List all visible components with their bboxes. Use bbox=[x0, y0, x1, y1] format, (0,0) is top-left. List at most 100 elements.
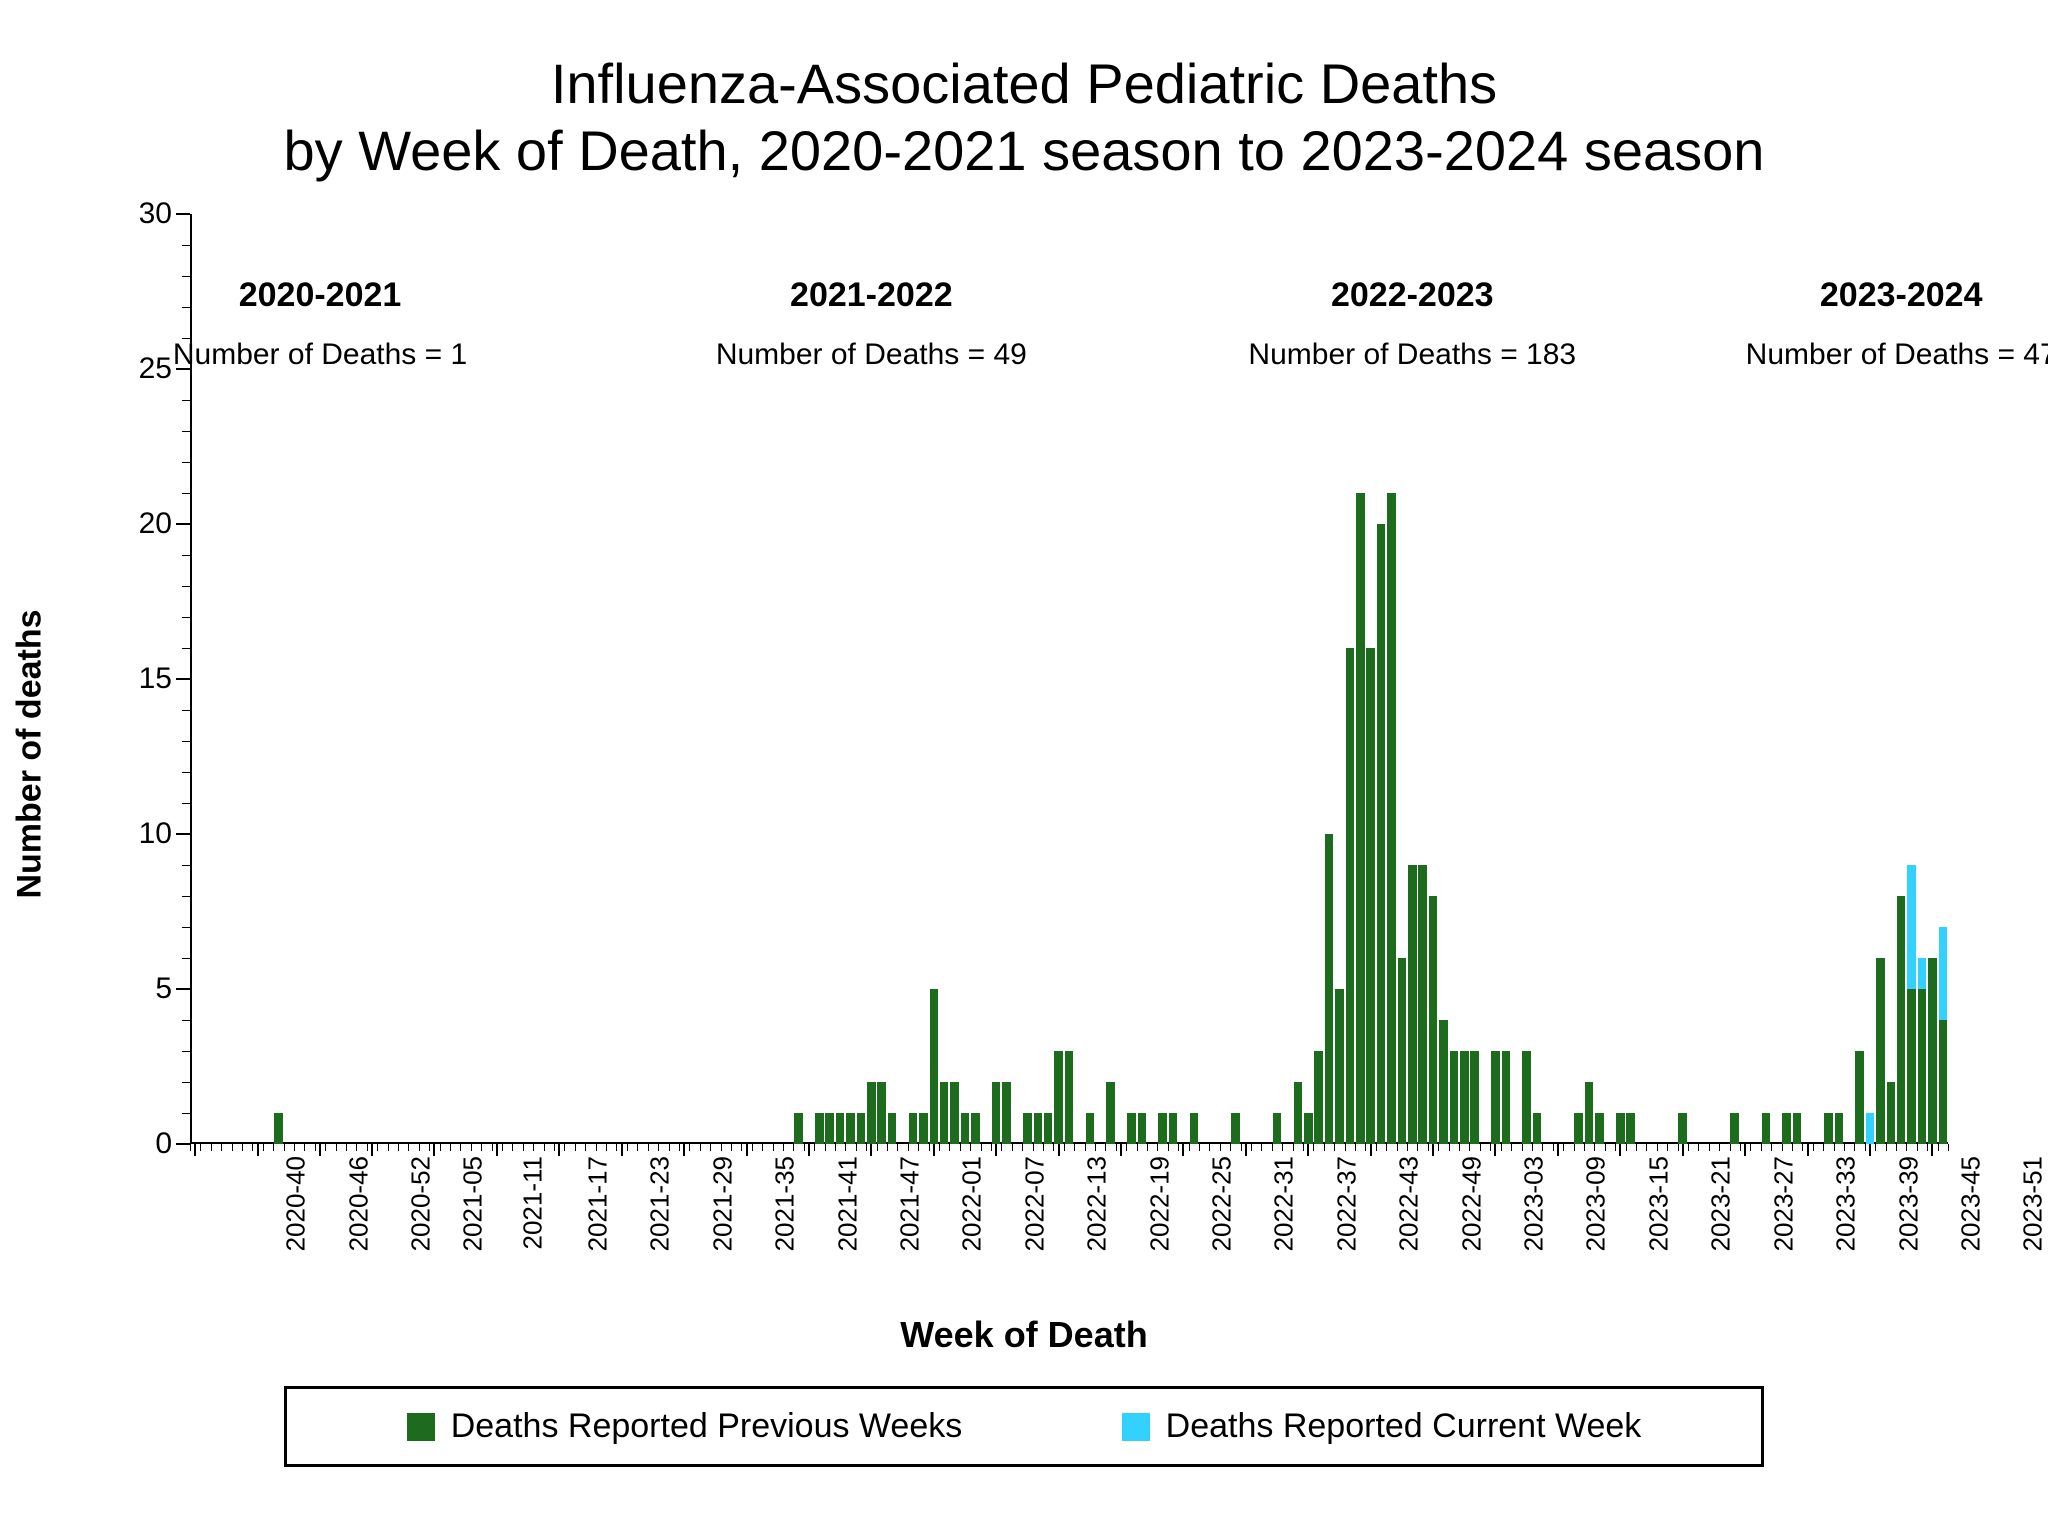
title-line-2: by Week of Death, 2020-2021 season to 20… bbox=[284, 119, 1765, 182]
bar-segment-previous bbox=[794, 1113, 803, 1144]
x-tick-minor bbox=[1012, 1144, 1013, 1151]
bar-segment-previous bbox=[909, 1113, 918, 1144]
bar-segment-previous bbox=[1626, 1113, 1635, 1144]
bar-segment-previous bbox=[1086, 1113, 1095, 1144]
x-tick-minor bbox=[512, 1144, 513, 1151]
bar bbox=[1127, 214, 1136, 1144]
x-tick-minor bbox=[554, 1144, 555, 1151]
x-tick-minor bbox=[429, 1144, 430, 1151]
x-tick-major bbox=[683, 1144, 685, 1156]
y-tick-label: 0 bbox=[155, 1127, 172, 1161]
x-tick-major bbox=[1619, 1144, 1621, 1156]
x-tick-minor bbox=[1667, 1144, 1668, 1151]
x-tick-minor bbox=[211, 1144, 212, 1151]
x-tick-minor bbox=[1334, 1144, 1335, 1151]
bar-segment-previous bbox=[1429, 896, 1438, 1144]
x-tick-minor bbox=[1750, 1144, 1751, 1151]
bar-segment-previous bbox=[961, 1113, 970, 1144]
x-tick-minor bbox=[731, 1144, 732, 1151]
bar-segment-previous bbox=[1023, 1113, 1032, 1144]
bar-segment-previous bbox=[1533, 1113, 1542, 1144]
x-tick-minor bbox=[1802, 1144, 1803, 1151]
x-tick-major bbox=[433, 1144, 435, 1156]
y-tick-minor bbox=[182, 617, 190, 618]
x-tick-minor bbox=[1605, 1144, 1606, 1151]
bar-segment-previous bbox=[1876, 958, 1885, 1144]
x-tick-minor bbox=[1293, 1144, 1294, 1151]
x-tick-minor bbox=[1480, 1144, 1481, 1151]
x-tick-major bbox=[1432, 1144, 1434, 1156]
x-tick-major bbox=[621, 1144, 623, 1156]
x-tick-label: 2022-19 bbox=[1144, 1156, 1175, 1251]
y-tick-minor bbox=[182, 400, 190, 401]
x-tick-minor bbox=[1709, 1144, 1710, 1151]
y-tick-minor bbox=[182, 772, 190, 773]
bar bbox=[1138, 214, 1147, 1144]
x-tick-label: 2023-39 bbox=[1893, 1156, 1924, 1251]
x-tick-label: 2020-40 bbox=[281, 1156, 312, 1251]
x-tick-minor bbox=[1730, 1144, 1731, 1151]
x-tick-minor bbox=[544, 1144, 545, 1151]
x-tick-minor bbox=[1282, 1144, 1283, 1151]
x-tick-minor bbox=[1355, 1144, 1356, 1151]
x-tick-minor bbox=[1345, 1144, 1346, 1151]
bar bbox=[1054, 214, 1063, 1144]
x-tick-minor bbox=[1636, 1144, 1637, 1151]
bar-segment-previous bbox=[992, 1082, 1001, 1144]
x-tick-minor bbox=[627, 1144, 628, 1151]
x-tick-minor bbox=[1771, 1144, 1772, 1151]
x-tick-minor bbox=[200, 1144, 201, 1151]
x-tick-minor bbox=[1001, 1144, 1002, 1151]
x-tick-label: 2022-43 bbox=[1394, 1156, 1425, 1251]
bar bbox=[1730, 214, 1739, 1144]
x-tick-minor bbox=[190, 1144, 191, 1151]
x-tick-minor bbox=[1417, 1144, 1418, 1151]
x-tick-minor bbox=[1865, 1144, 1866, 1151]
bar-segment-previous bbox=[1190, 1113, 1199, 1144]
x-tick-minor bbox=[835, 1144, 836, 1151]
bar-segment-previous bbox=[867, 1082, 876, 1144]
x-tick-minor bbox=[1584, 1144, 1585, 1151]
legend-item-current: Deaths Reported Current Week bbox=[1122, 1407, 1642, 1446]
x-tick-minor bbox=[408, 1144, 409, 1151]
x-tick-minor bbox=[460, 1144, 461, 1151]
bar-segment-previous bbox=[1231, 1113, 1240, 1144]
x-tick-major bbox=[194, 1144, 196, 1156]
y-tick-minor bbox=[182, 431, 190, 432]
x-tick-minor bbox=[1137, 1144, 1138, 1151]
y-tick-major bbox=[176, 678, 190, 680]
season-count: Number of Deaths = 183 bbox=[1248, 338, 1576, 372]
x-tick-minor bbox=[1303, 1144, 1304, 1151]
x-tick-minor bbox=[1324, 1144, 1325, 1151]
y-tick-minor bbox=[182, 1051, 190, 1052]
x-tick-minor bbox=[648, 1144, 649, 1151]
y-tick-minor bbox=[182, 245, 190, 246]
x-tick-minor bbox=[1199, 1144, 1200, 1151]
y-tick-major bbox=[176, 1143, 190, 1145]
x-tick-major bbox=[257, 1144, 259, 1156]
x-tick-minor bbox=[252, 1144, 253, 1151]
x-tick-minor bbox=[637, 1144, 638, 1151]
chart-area: Number of deaths 051015202530 2020-40202… bbox=[40, 204, 2008, 1304]
bar-segment-previous bbox=[815, 1113, 824, 1144]
bar-segment-previous bbox=[1398, 958, 1407, 1144]
x-tick-minor bbox=[325, 1144, 326, 1151]
x-tick-minor bbox=[1626, 1144, 1627, 1151]
bar bbox=[1034, 214, 1043, 1144]
x-tick-minor bbox=[1189, 1144, 1190, 1151]
bar-segment-previous bbox=[1314, 1051, 1323, 1144]
season-count: Number of Deaths = 47 bbox=[1746, 338, 2048, 372]
x-tick-minor bbox=[1095, 1144, 1096, 1151]
x-tick-minor bbox=[502, 1144, 503, 1151]
y-tick-minor bbox=[182, 803, 190, 804]
bar-segment-previous bbox=[1034, 1113, 1043, 1144]
bar-segment-previous bbox=[1824, 1113, 1833, 1144]
x-tick-minor bbox=[949, 1144, 950, 1151]
x-tick-minor bbox=[336, 1144, 337, 1151]
x-tick-major bbox=[995, 1144, 997, 1156]
bar-segment-previous bbox=[1595, 1113, 1604, 1144]
x-tick-minor bbox=[1522, 1144, 1523, 1151]
x-tick-minor bbox=[960, 1144, 961, 1151]
x-tick-minor bbox=[689, 1144, 690, 1151]
x-tick-label: 2021-05 bbox=[457, 1156, 488, 1251]
